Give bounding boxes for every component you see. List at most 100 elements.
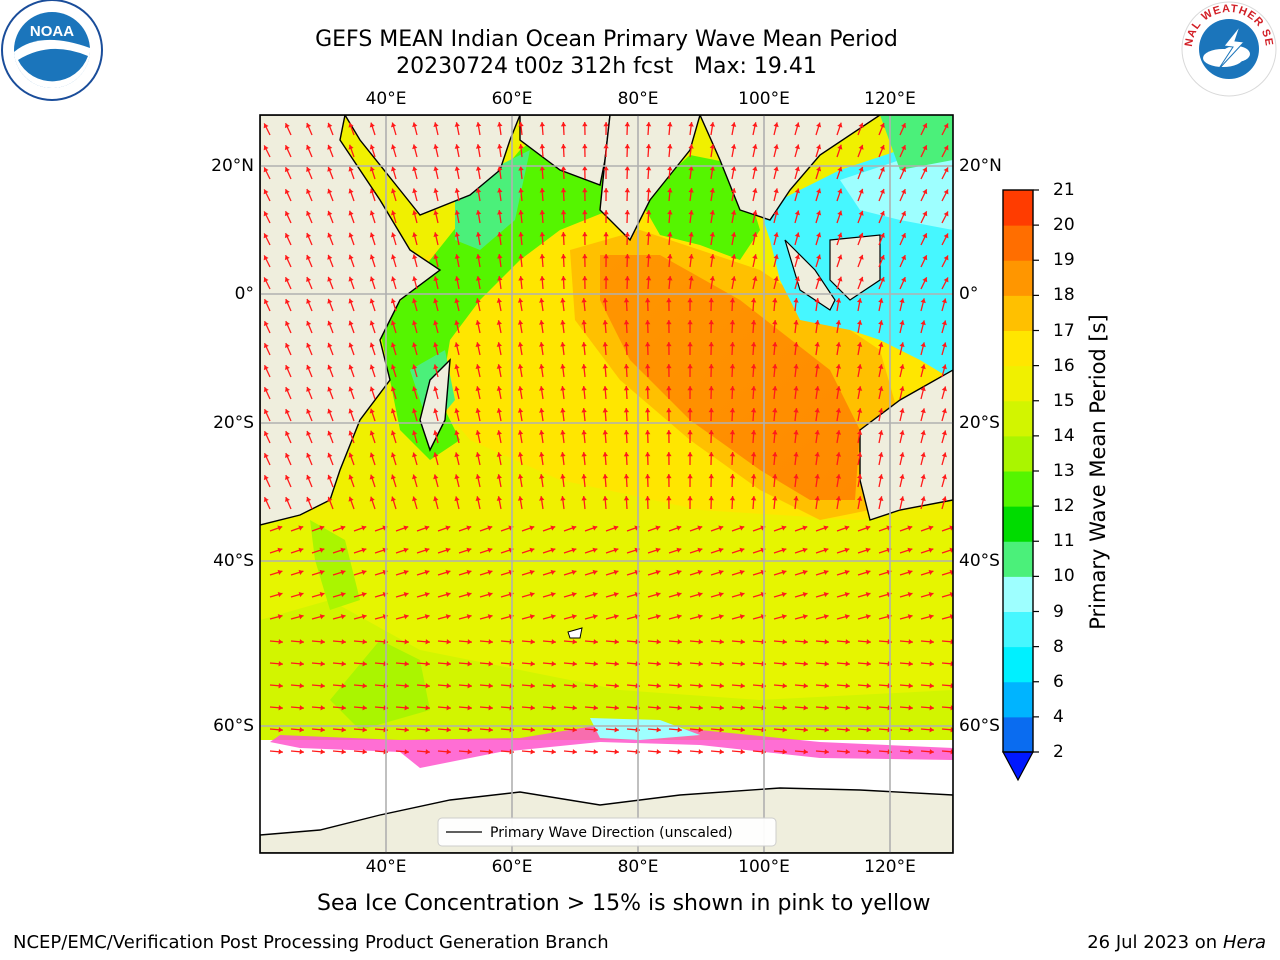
lat-tick-right: 0° — [959, 284, 979, 304]
wave-arrow — [836, 705, 851, 711]
wave-arrow — [475, 254, 482, 268]
wave-arrow — [878, 474, 884, 488]
map-legend: Primary Wave Direction (unscaled) — [437, 817, 777, 847]
wave-arrow — [584, 547, 598, 554]
wave-arrow — [836, 232, 843, 246]
wave-arrow — [496, 474, 502, 488]
colorbar-title: Primary Wave Mean Period [s] — [1086, 314, 1110, 630]
wave-arrow — [496, 386, 502, 400]
wave-arrow — [390, 474, 397, 488]
wave-arrow — [496, 408, 502, 422]
wave-arrow — [454, 144, 460, 158]
wave-arrow — [390, 232, 397, 246]
wave-arrow — [899, 254, 907, 268]
wave-arrow — [644, 341, 651, 356]
wave-arrow — [688, 232, 694, 246]
wave-arrow — [856, 496, 863, 510]
wave-arrow — [815, 276, 822, 290]
wave-arrow — [433, 254, 439, 268]
wave-arrow — [412, 210, 418, 224]
southern-band — [260, 600, 953, 745]
lat-tick-left: 40°S — [213, 551, 254, 571]
wave-arrow — [539, 143, 545, 158]
wave-arrow — [857, 210, 864, 224]
wave-arrow — [815, 525, 829, 532]
wave-arrow — [752, 232, 758, 246]
wave-arrow — [794, 525, 808, 532]
colorbar-tick-label: 19 — [1053, 250, 1075, 271]
wave-arrow — [794, 569, 808, 576]
wave-arrow — [941, 496, 947, 510]
wave-arrow — [416, 547, 430, 554]
wave-arrow — [263, 298, 271, 312]
wave-arrow — [941, 452, 947, 466]
wave-arrow — [390, 430, 397, 444]
wave-arrow — [369, 254, 376, 268]
wave-arrow — [708, 429, 714, 444]
wave-arrow — [773, 569, 787, 576]
wave-arrow — [920, 547, 934, 554]
wave-arrow — [369, 166, 376, 180]
wave-arrow — [327, 254, 334, 268]
wave-arrow — [458, 639, 473, 645]
wave-arrow — [560, 298, 566, 312]
wave-arrow — [730, 122, 737, 136]
wave-arrow — [584, 661, 599, 667]
wave-arrow — [899, 661, 914, 667]
wave-arrow — [602, 363, 608, 378]
wave-arrow — [518, 166, 524, 180]
wave-arrow — [645, 275, 652, 290]
wave-arrow — [687, 385, 693, 400]
wave-arrow — [836, 525, 850, 532]
wave-arrow — [584, 749, 599, 755]
wave-arrow — [709, 210, 716, 224]
wave-arrow — [793, 364, 799, 378]
wave-arrow — [311, 661, 326, 667]
wave-arrow — [539, 253, 545, 268]
wave-arrow — [731, 749, 746, 755]
wave-arrow — [369, 210, 376, 224]
colorbar-swatch — [1003, 260, 1033, 296]
wave-arrow — [750, 495, 757, 510]
wave-arrow — [395, 749, 410, 755]
wave-arrow — [306, 320, 313, 334]
colorbar-swatch — [1003, 190, 1033, 226]
wave-arrow — [773, 232, 779, 246]
wave-arrow — [668, 705, 683, 711]
wave-arrow — [542, 639, 557, 645]
wave-arrow — [369, 276, 376, 290]
wave-arrow — [563, 591, 577, 598]
wave-arrow — [475, 452, 481, 466]
colorbar-tick-label: 2 — [1053, 742, 1064, 762]
wave-arrow — [815, 122, 822, 136]
wave-arrow — [709, 254, 716, 268]
wave-arrow — [644, 363, 651, 378]
wave-arrow — [899, 320, 905, 334]
wave-arrow — [667, 231, 673, 246]
wave-arrow — [263, 320, 271, 334]
wave-arrow — [517, 474, 524, 488]
wave-arrow — [517, 430, 524, 444]
patch-green-1 — [310, 520, 360, 610]
wave-arrow — [263, 189, 271, 202]
wave-arrow — [729, 473, 736, 488]
wave-arrow — [647, 683, 662, 689]
wave-arrow — [353, 705, 368, 711]
wave-arrow — [647, 569, 661, 576]
wave-arrow — [605, 569, 619, 576]
wave-arrow — [269, 569, 283, 576]
wave-arrow — [412, 474, 418, 488]
wave-arrow — [539, 231, 545, 246]
wave-arrow — [327, 342, 334, 356]
wave-arrow — [332, 705, 347, 711]
wave-arrow — [689, 547, 703, 554]
wave-arrow — [603, 231, 609, 246]
lon-tick-bottom: 120°E — [864, 857, 916, 877]
wave-arrow — [835, 320, 842, 334]
wave-arrow — [560, 496, 566, 510]
wave-arrow — [602, 495, 608, 510]
wave-arrow — [899, 705, 914, 711]
wave-arrow — [584, 727, 599, 733]
wave-arrow — [836, 254, 843, 268]
wave-arrow — [689, 525, 703, 532]
